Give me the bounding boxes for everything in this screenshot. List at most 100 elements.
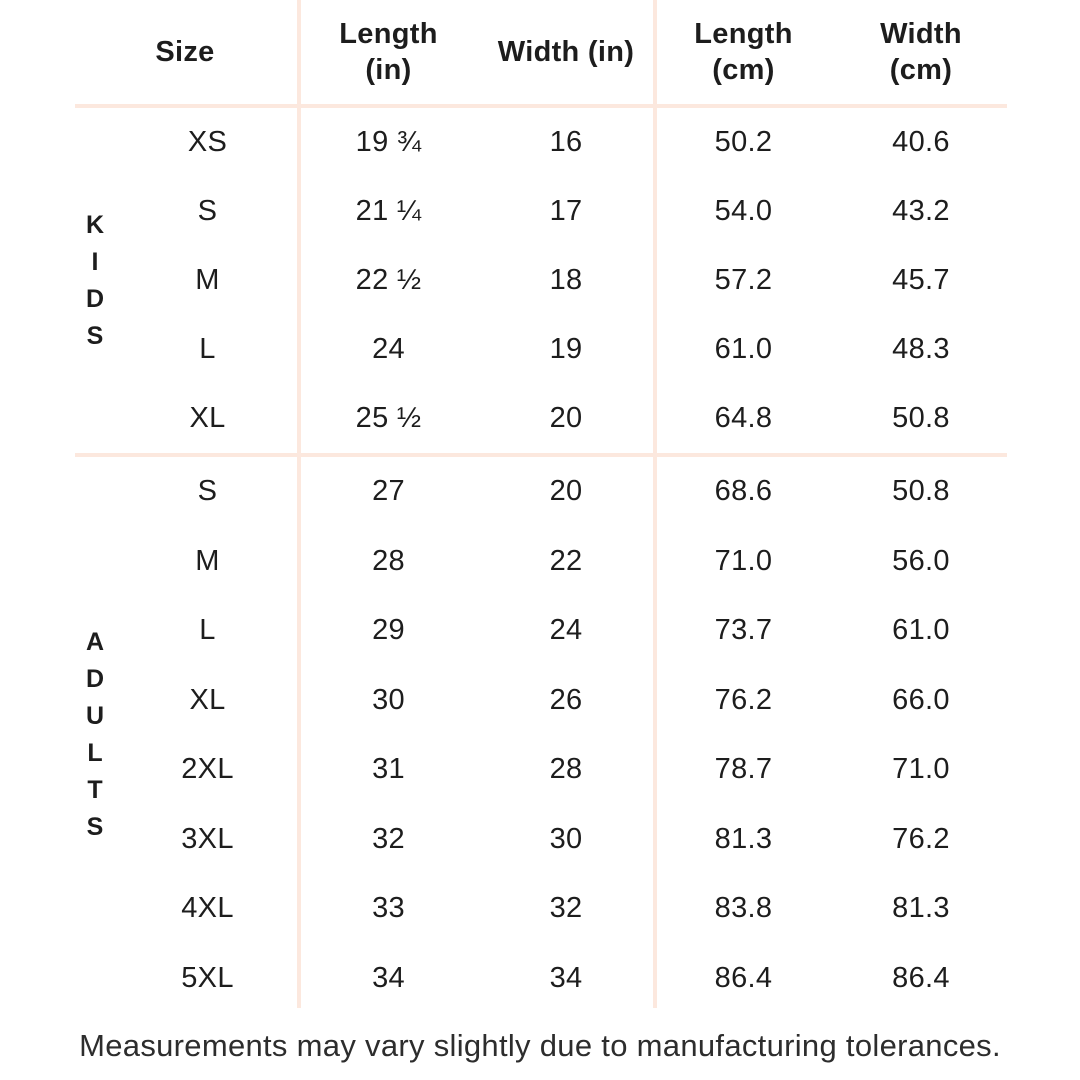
cell-length-in: 29 [372, 614, 405, 647]
group-letter: I [91, 247, 99, 276]
cell-length-in: 31 [372, 753, 405, 786]
cell-width-cm: 40.6 [892, 126, 950, 158]
cell-length-in: 21 ¼ [355, 195, 422, 227]
cell-width-cm: 45.7 [892, 264, 950, 296]
cell-width-cm: 66.0 [892, 683, 950, 716]
table-row: XL 30 26 76.2 66.0 [0, 666, 1010, 736]
table-row: M 28 22 71.0 56.0 [0, 527, 1010, 597]
cell-length-in: 30 [372, 683, 405, 716]
cell-width-cm: 61.0 [892, 614, 950, 647]
cell-size: S [197, 475, 218, 508]
table-row: 5XL 34 34 86.4 86.4 [0, 944, 1010, 1014]
header-line: Width [880, 18, 962, 50]
cell-size: XL [189, 683, 226, 716]
cell-length-cm: 57.2 [714, 264, 773, 296]
group-letter: D [85, 284, 105, 313]
cell-length-cm: 71.0 [714, 544, 773, 577]
header-length-in: Length (in) [300, 0, 477, 104]
cell-width-in: 20 [549, 475, 583, 508]
cell-width-in: 32 [549, 892, 583, 925]
cell-length-in: 24 [372, 333, 405, 365]
cell-width-cm: 76.2 [892, 822, 950, 855]
cell-size: XS [187, 126, 228, 158]
cell-size: XL [189, 402, 226, 434]
cell-length-cm: 86.4 [714, 961, 773, 994]
table-row: S 21 ¼ 17 54.0 43.2 [0, 177, 1010, 246]
cell-length-in: 32 [372, 822, 405, 855]
group-letter: A [85, 628, 105, 656]
cell-width-cm: 81.3 [892, 892, 950, 925]
header-width-in: Width (in) [477, 0, 655, 104]
cell-size: S [197, 195, 218, 227]
table-row: L 24 19 61.0 48.3 [0, 315, 1010, 384]
column-rule-right [653, 0, 657, 1008]
cell-length-in: 33 [372, 892, 405, 925]
cell-size: L [199, 614, 216, 647]
cell-length-cm: 78.7 [714, 753, 773, 786]
cell-length-cm: 54.0 [714, 195, 773, 227]
group-letter: D [85, 665, 105, 693]
table-row: 2XL 31 28 78.7 71.0 [0, 735, 1010, 805]
header-line: (cm) [889, 54, 953, 86]
cell-width-cm: 56.0 [892, 544, 950, 577]
group-letter: U [85, 702, 105, 730]
group-letter: S [86, 321, 104, 350]
cell-width-cm: 43.2 [892, 195, 950, 227]
cell-length-in: 34 [372, 961, 405, 994]
cell-length-cm: 73.7 [714, 614, 773, 647]
cell-width-in: 16 [549, 126, 583, 158]
cell-length-cm: 61.0 [714, 333, 773, 365]
header-rule [75, 104, 1007, 108]
cell-size: M [195, 544, 220, 577]
header-line: (cm) [712, 54, 775, 86]
cell-width-cm: 50.8 [892, 402, 950, 434]
cell-width-cm: 50.8 [892, 475, 950, 508]
table-row: 3XL 32 30 81.3 76.2 [0, 805, 1010, 875]
cell-width-cm: 71.0 [892, 753, 950, 786]
group-letter: K [85, 210, 105, 239]
cell-size: L [199, 333, 216, 365]
table-row: M 22 ½ 18 57.2 45.7 [0, 246, 1010, 315]
table-row: L 29 24 73.7 61.0 [0, 596, 1010, 666]
cell-width-in: 34 [549, 961, 583, 994]
section-rows: S 27 20 68.6 50.8 M 28 22 71.0 56.0 L 29 24 73.7 61.0 X… [0, 457, 1010, 1013]
cell-width-in: 22 [549, 544, 583, 577]
cell-length-in: 27 [372, 475, 405, 508]
cell-size: M [195, 264, 220, 296]
cell-width-in: 28 [549, 753, 583, 786]
table-row: XL 25 ½ 20 64.8 50.8 [0, 384, 1010, 453]
header-line: Size [155, 36, 215, 68]
group-letter: S [86, 813, 104, 841]
table-header: Size Length (in) Width (in) Length (cm) … [0, 0, 1010, 104]
cell-length-cm: 64.8 [714, 402, 773, 434]
cell-length-in: 28 [372, 544, 405, 577]
header-line: Length [339, 18, 438, 50]
cell-size: 2XL [181, 753, 234, 786]
header-size: Size [70, 0, 300, 104]
table-row: XS 19 ¾ 16 50.2 40.6 [0, 108, 1010, 177]
table-row: S 27 20 68.6 50.8 [0, 457, 1010, 527]
cell-length-cm: 76.2 [714, 683, 773, 716]
cell-length-cm: 50.2 [714, 126, 773, 158]
header-length-cm: Length (cm) [655, 0, 832, 104]
cell-length-in: 19 ¾ [355, 126, 422, 158]
cell-length-cm: 81.3 [714, 822, 773, 855]
kids-adults-divider-rule [75, 453, 1007, 457]
cell-width-in: 20 [549, 402, 583, 434]
header-line: Length [694, 18, 793, 50]
cell-size: 5XL [181, 961, 234, 994]
footnote: Measurements may vary slightly due to ma… [79, 1028, 1001, 1063]
column-rule-left [297, 0, 301, 1008]
cell-length-cm: 68.6 [714, 475, 773, 508]
cell-width-in: 24 [549, 614, 583, 647]
header-line: (in) [365, 54, 412, 86]
cell-width-in: 26 [549, 683, 583, 716]
header-width-cm: Width (cm) [832, 0, 1010, 104]
cell-width-in: 19 [549, 333, 583, 365]
cell-length-cm: 83.8 [714, 892, 773, 925]
table-row: 4XL 33 32 83.8 81.3 [0, 874, 1010, 944]
